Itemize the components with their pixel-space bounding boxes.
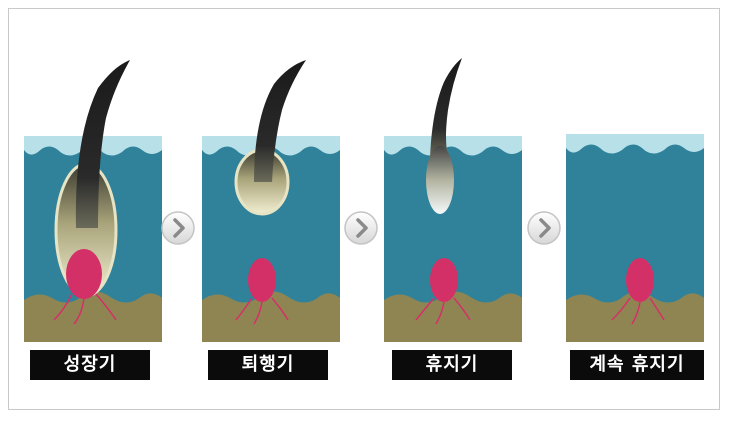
stage-telogen: 휴지기 xyxy=(384,58,522,380)
stage-continued-telogen: 계속 휴지기 xyxy=(566,58,704,380)
stage-anagen: 성장기 xyxy=(24,58,162,380)
anagen-follicle-illustration xyxy=(24,60,162,342)
chevron-right-icon xyxy=(527,211,561,245)
chevron-right-icon xyxy=(344,211,378,245)
chevron-right-icon xyxy=(161,211,195,245)
continued-telogen-follicle-illustration xyxy=(566,134,704,342)
next-stage-arrow-2 xyxy=(343,210,379,246)
stage-catagen: 퇴행기 xyxy=(202,58,340,380)
stage-label-catagen: 퇴행기 xyxy=(208,350,328,380)
catagen-follicle-illustration xyxy=(202,60,340,342)
next-stage-arrow-1 xyxy=(160,210,196,246)
telogen-follicle-illustration xyxy=(384,58,522,342)
stage-label-telogen: 휴지기 xyxy=(392,350,512,380)
stage-label-anagen: 성장기 xyxy=(30,350,150,380)
stage-label-continued-telogen: 계속 휴지기 xyxy=(570,350,704,380)
next-stage-arrow-3 xyxy=(526,210,562,246)
